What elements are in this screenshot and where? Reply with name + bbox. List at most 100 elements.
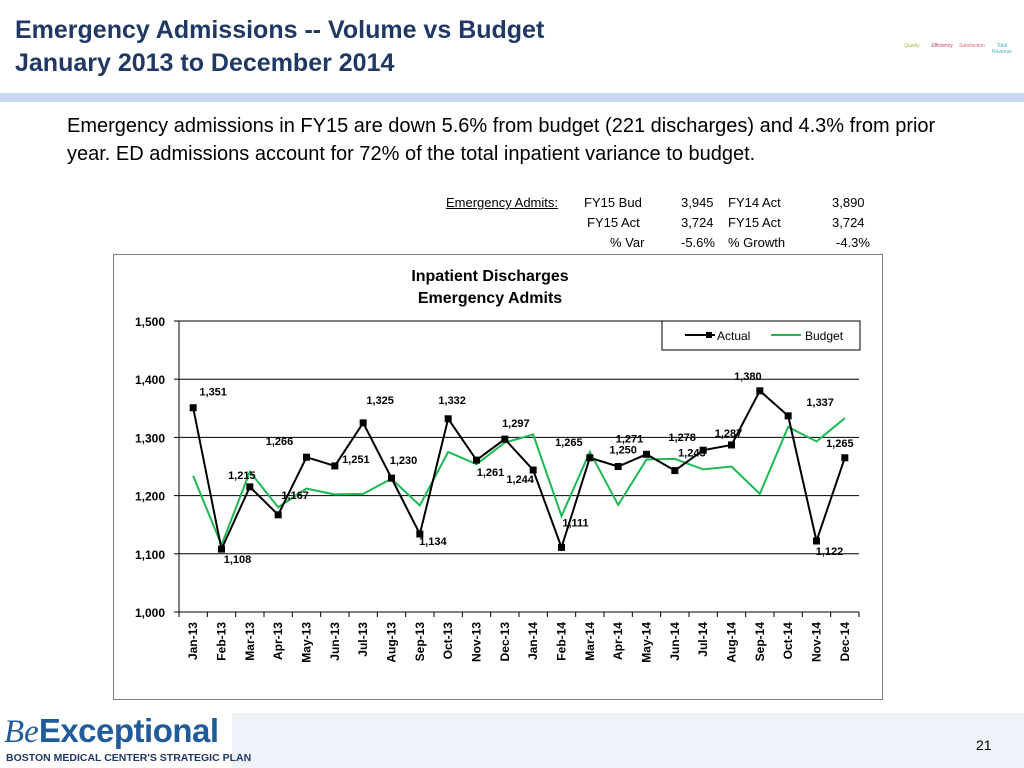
data-label: 1,325	[366, 395, 394, 407]
y-tick-label: 1,200	[135, 490, 165, 504]
data-label: 1,111	[562, 517, 588, 529]
be-exceptional-logo: BeExceptional BOSTON MEDICAL CENTER'S ST…	[4, 712, 251, 764]
series-actual-line	[192, 389, 846, 553]
actual-point	[218, 545, 225, 553]
actual-point	[728, 441, 735, 449]
data-label: 1,251	[342, 454, 370, 466]
y-tick-label: 1,400	[135, 373, 165, 387]
x-tick-label: Nov-13	[470, 622, 484, 662]
x-tick-label: Mar-14	[583, 622, 597, 661]
x-tick-label: Jan-14	[526, 622, 540, 660]
x-tick-label: Mar-13	[243, 622, 257, 661]
stats-r1-c4: 3,890	[832, 195, 865, 210]
actual-point	[359, 419, 367, 427]
data-label: 1,230	[390, 455, 418, 467]
data-label: 1,380	[734, 371, 762, 383]
data-label: 1,250	[609, 445, 637, 457]
line-chart: Inpatient Discharges Emergency Admits 1,…	[135, 268, 861, 663]
chart-container: Inpatient Discharges Emergency Admits 1,…	[113, 254, 883, 700]
logo-circle-s: S	[968, 14, 976, 26]
title-line-1: Emergency Admissions -- Volume vs Budget	[15, 16, 545, 44]
quest-logo: QU E S T Quality Efficiency Satisfaction…	[892, 6, 1022, 62]
data-label: 1,243	[678, 448, 706, 460]
y-tick-label: 1,100	[135, 548, 165, 562]
actual-point	[274, 511, 282, 519]
stats-r2-c3: FY15 Act	[728, 215, 781, 230]
chart-legend: Actual Budget	[661, 320, 861, 351]
actual-point	[444, 415, 452, 423]
chart-subtitle: Emergency Admits	[418, 290, 562, 307]
x-tick-label: Aug-13	[385, 622, 399, 663]
actual-point	[614, 463, 622, 470]
series-budget-line	[192, 417, 846, 548]
actual-point	[643, 450, 650, 458]
x-tick-label: Apr-13	[271, 622, 285, 660]
x-tick-label: Nov-14	[810, 622, 824, 662]
data-label: 1,266	[266, 436, 294, 448]
stats-r3-c2: -5.6%	[681, 235, 715, 250]
stats-r1-c3: FY14 Act	[728, 195, 781, 210]
logo-caption-satisfaction: Satisfaction	[959, 43, 985, 49]
x-tick-label: Sep-14	[753, 622, 767, 662]
actual-point	[501, 435, 509, 443]
x-tick-label: Sep-13	[413, 622, 427, 662]
data-label: 1,134	[419, 536, 447, 548]
data-label: 1,265	[555, 437, 583, 449]
actual-point	[303, 453, 310, 461]
stats-r3-c4: -4.3%	[836, 235, 870, 250]
title-line-2: January 2013 to December 2014	[15, 49, 395, 77]
actual-point	[756, 387, 764, 395]
x-tick-label: Oct-13	[441, 622, 455, 660]
actual-point	[246, 483, 254, 491]
data-label: 1,278	[668, 432, 696, 444]
x-tick-label: Aug-14	[725, 622, 739, 663]
logo-circle-qu: QU	[903, 14, 921, 26]
slide-title: Emergency Admissions -- Volume vs Budget…	[15, 14, 544, 80]
actual-point	[473, 456, 480, 464]
data-label: 1,287	[715, 428, 743, 440]
y-tick-label: 1,000	[135, 606, 165, 620]
legend-budget-label: Budget	[805, 329, 844, 343]
logo-circle-e: E	[938, 14, 946, 26]
logo-be: Be	[4, 714, 39, 750]
x-tick-label: Jul-13	[356, 622, 370, 657]
x-tick-label: Jun-13	[328, 622, 342, 661]
actual-point	[784, 412, 792, 420]
actual-point	[671, 467, 679, 475]
data-label: 1,215	[228, 470, 256, 482]
summary-text: Emergency admissions in FY15 are down 5.…	[67, 115, 936, 165]
legend-actual-label: Actual	[717, 329, 750, 343]
data-label: 1,332	[438, 395, 466, 407]
actual-point	[558, 543, 565, 551]
title-divider	[0, 93, 1024, 102]
x-tick-label: Apr-14	[611, 622, 625, 660]
x-tick-label: Feb-14	[555, 622, 569, 661]
x-tick-label: Oct-14	[781, 622, 795, 660]
logo-caption-total-revenue: Total Revenue	[991, 43, 1012, 55]
actual-point	[529, 466, 537, 474]
page-number: 21	[976, 737, 992, 753]
logo-exceptional: Exceptional	[38, 712, 219, 749]
data-label: 1,351	[199, 387, 227, 399]
data-label: 1,297	[502, 418, 530, 430]
x-tick-label: May-13	[300, 622, 314, 663]
actual-point	[388, 474, 395, 482]
y-tick-label: 1,500	[135, 315, 165, 329]
actual-point	[331, 462, 339, 470]
stats-r2-c4: 3,724	[832, 215, 865, 230]
stats-r1-c1: FY15 Bud	[584, 195, 642, 210]
x-tick-label: Feb-13	[215, 622, 229, 661]
x-tick-label: Dec-14	[838, 622, 852, 662]
x-tick-label: Jul-14	[696, 622, 710, 657]
actual-point	[586, 454, 594, 462]
logo-caption-efficiency: Efficiency	[931, 43, 953, 49]
x-tick-label: Jan-13	[186, 622, 200, 660]
x-tick-label: May-14	[640, 622, 654, 663]
logo-circle-t: T	[998, 14, 1006, 26]
data-label: 1,265	[826, 438, 854, 450]
actual-point	[699, 446, 707, 454]
data-label: 1,167	[281, 490, 309, 502]
legend-actual-marker	[706, 332, 712, 338]
x-tick-label: Dec-13	[498, 622, 512, 662]
stats-label: Emergency Admits:	[446, 195, 558, 210]
